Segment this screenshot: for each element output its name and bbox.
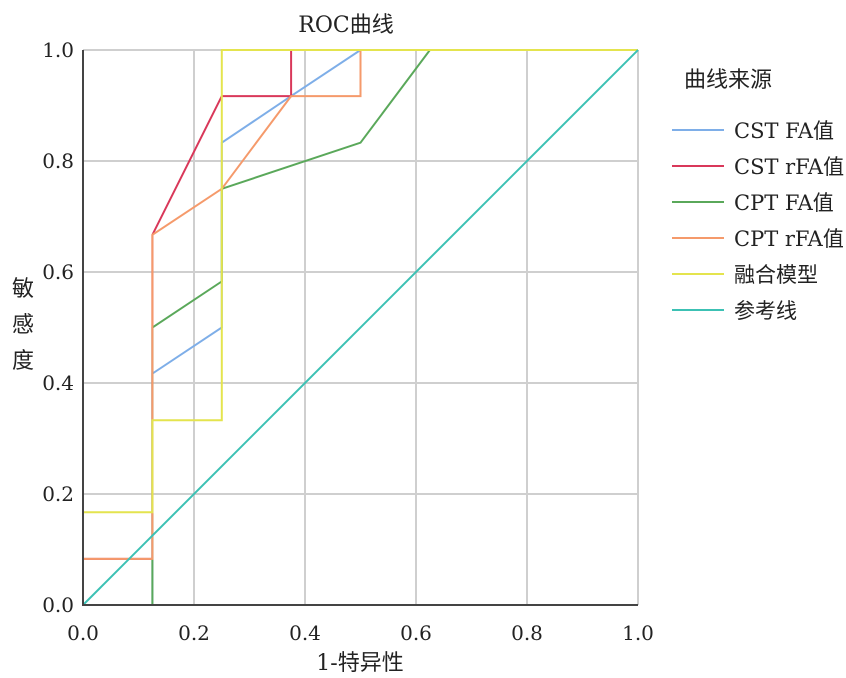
legend-swatch bbox=[672, 237, 724, 239]
axes bbox=[82, 50, 638, 606]
y-tick-label: 0.8 bbox=[42, 149, 74, 173]
y-axis-label-char: 度 bbox=[11, 349, 34, 374]
chart-title: ROC曲线 bbox=[298, 13, 393, 38]
y-tick-label: 0.0 bbox=[42, 593, 74, 617]
x-tick-label: 0.8 bbox=[511, 621, 543, 645]
x-tick-label: 0.2 bbox=[178, 621, 210, 645]
legend-swatch bbox=[672, 129, 724, 131]
x-tick-label: 0.6 bbox=[400, 621, 432, 645]
legend-label: CPT FA值 bbox=[734, 191, 834, 215]
legend-item: CPT FA值 bbox=[672, 184, 844, 220]
legend-label: CST rFA值 bbox=[734, 155, 845, 179]
y-axis-label-char: 感 bbox=[11, 313, 34, 338]
series-layer bbox=[82, 49, 639, 606]
legend-swatch bbox=[672, 309, 724, 311]
legend-swatch bbox=[672, 165, 724, 167]
legend-item: CPT rFA值 bbox=[672, 220, 844, 256]
y-axis-label: 敏感度 bbox=[8, 272, 38, 380]
legend-item: CST FA值 bbox=[672, 112, 844, 148]
legend-label: 融合模型 bbox=[734, 263, 818, 287]
x-axis-label: 1-特异性 bbox=[316, 651, 403, 676]
legend-item: 参考线 bbox=[672, 292, 844, 328]
legend-title: 曲线来源 bbox=[684, 68, 773, 93]
legend-label: 参考线 bbox=[734, 299, 797, 323]
legend-swatch bbox=[672, 201, 724, 203]
y-axis-label-char: 敏 bbox=[11, 277, 34, 302]
x-tick-label: 0.4 bbox=[289, 621, 321, 645]
legend: 曲线来源 CST FA值 CST rFA值 CPT FA值 CPT rFA值 融合模型参… bbox=[672, 62, 844, 328]
series-line-6 bbox=[82, 49, 639, 606]
x-tick-label: 1.0 bbox=[622, 621, 654, 645]
y-tick-label: 1.0 bbox=[42, 38, 74, 62]
legend-swatch bbox=[672, 273, 724, 275]
grid bbox=[82, 49, 639, 606]
legend-label: CPT rFA值 bbox=[734, 227, 844, 251]
x-tick-label: 0.0 bbox=[67, 621, 99, 645]
legend-items: CST FA值 CST rFA值 CPT FA值 CPT rFA值 融合模型参考线 bbox=[672, 112, 844, 328]
y-tick-label: 0.2 bbox=[42, 482, 74, 506]
y-tick-label: 0.4 bbox=[42, 371, 74, 395]
x-tick-labels: 0.0 0.2 0.4 0.6 0.8 1.0 bbox=[67, 621, 654, 645]
y-tick-label: 0.6 bbox=[42, 260, 74, 284]
legend-label: CST FA值 bbox=[734, 119, 835, 143]
legend-item: 融合模型 bbox=[672, 256, 844, 292]
legend-item: CST rFA值 bbox=[672, 148, 844, 184]
y-tick-labels: 0.0 0.2 0.4 0.6 0.8 1.0 bbox=[42, 38, 74, 617]
